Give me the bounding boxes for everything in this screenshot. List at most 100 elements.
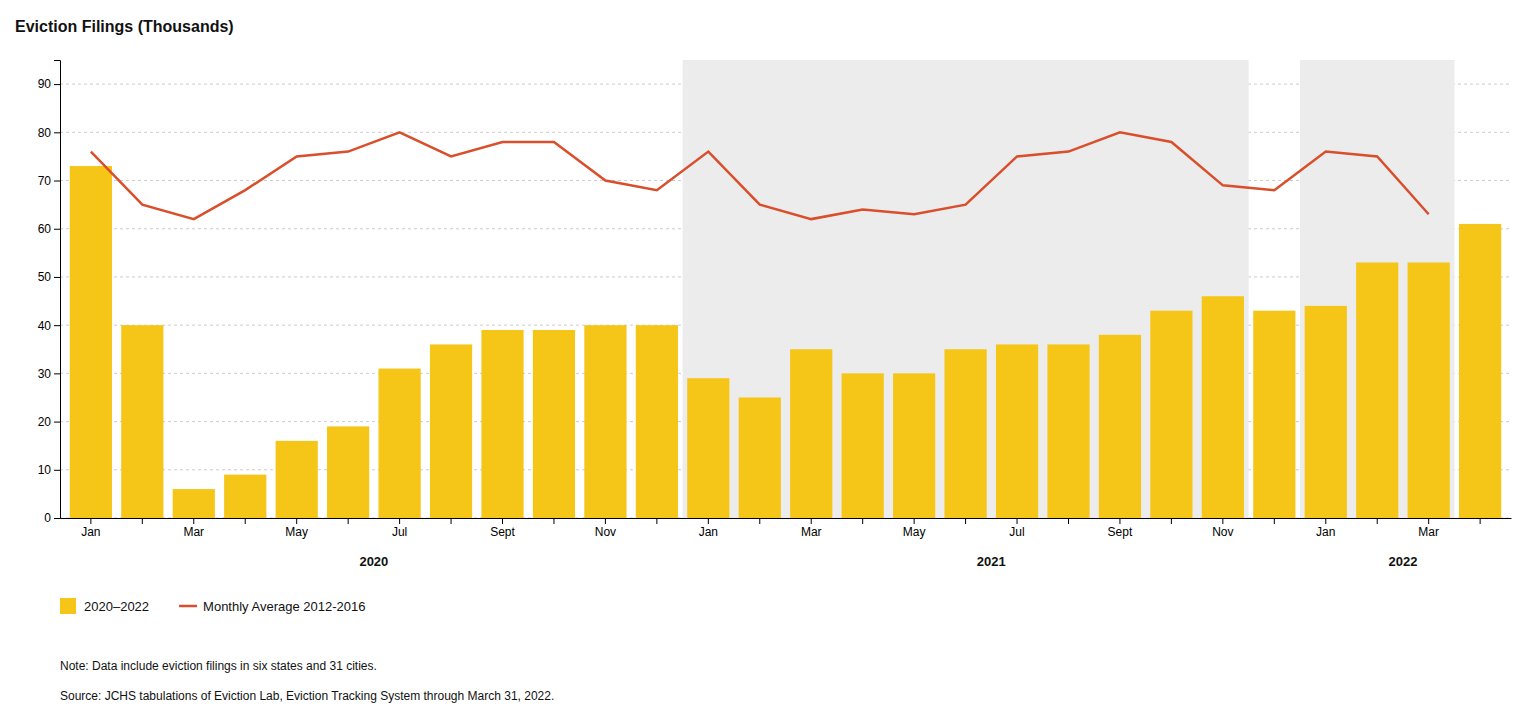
tick-mark [656,518,657,524]
tick [1377,518,1378,524]
tick: Nov [595,518,616,539]
tick-mark [54,518,60,519]
axis-line [61,518,1512,519]
tick-mark [245,518,246,524]
tick-mark [1377,518,1378,524]
tick-mark [1119,518,1120,524]
bar [1202,296,1244,518]
tick-label: 40 [38,318,52,332]
title: Eviction Filings (Thousands) [15,18,234,35]
bar [996,344,1038,518]
tick: Mar [801,518,822,539]
tick-mark [1222,518,1223,524]
tick-label: Mar [183,525,204,539]
tick-label: Mar [801,525,822,539]
tick-mark [54,277,60,278]
y-axis: 0 10 20 30 40 50 60 70 80 90 [38,61,61,526]
x-axis: JanMarMayJulSeptNovJanMarMayJulSeptNovJa… [61,518,1512,539]
tick-label: 50 [38,270,52,284]
tick: 20 [38,415,60,429]
tick [1480,518,1481,524]
bar [1150,311,1192,518]
tick: 90 [38,77,60,91]
tick: 80 [38,126,60,140]
tick-mark [193,518,194,524]
tick-label: 70 [38,174,52,188]
bar [70,166,112,518]
tick [142,518,143,524]
tick-mark [142,518,143,524]
tick-mark [54,84,60,85]
bar [636,325,678,518]
annotation: 2022 [1388,554,1417,569]
plot: 0 10 20 30 40 50 60 70 80 90 Jan Mar May Jul Sept Nov Ja… [38,60,1512,569]
tick-mark [1480,518,1481,524]
tick-mark [1017,518,1018,524]
tick: Jul [1009,518,1024,539]
tick [1274,518,1275,524]
tick-mark [862,518,863,524]
tick-label: 30 [38,367,52,381]
tick-mark [1428,518,1429,524]
tick-label: 0 [44,511,51,525]
tick: 70 [38,174,60,188]
legend-item: 2020–2022 [60,598,149,614]
tick-label: May [903,525,926,539]
bar [1356,262,1398,518]
tick-mark [759,518,760,524]
bar [430,344,472,518]
tick-mark [965,518,966,524]
tick: 10 [38,463,60,477]
legend-item: Monthly Average 2012-2016 [179,599,365,614]
tick-label: Jan [699,525,718,539]
tick: 40 [38,318,60,332]
tick [245,518,246,524]
tick-mark [708,518,709,524]
bar [378,369,420,518]
tick-label: Jan [1316,525,1335,539]
tick: Jul [392,518,407,539]
tick-label: Mar [1418,525,1439,539]
bar [842,373,884,518]
tick [862,518,863,524]
tick-mark [811,518,812,524]
tick [1068,518,1069,524]
tick-mark [54,132,60,133]
tick: 60 [38,222,60,236]
tick: 0 [44,511,60,525]
tick-mark [399,518,400,524]
tick [759,518,760,524]
legend: 2020–2022 Monthly Average 2012-2016 [60,598,365,614]
bar [739,397,781,518]
bar [687,378,729,518]
tick-label: Nov [595,525,616,539]
legend-label: Monthly Average 2012-2016 [203,599,365,614]
legend-swatch [179,605,197,608]
tick-label: 80 [38,126,52,140]
bar [790,349,832,518]
tick-label: Jan [81,525,100,539]
tick-mark [54,373,60,374]
tick: 50 [38,270,60,284]
tick-mark [914,518,915,524]
marks [70,60,1501,518]
tick: Mar [1418,518,1439,539]
tick: May [903,518,926,539]
bar [1253,311,1295,518]
bar [1099,335,1141,518]
tick: Jan [699,518,718,539]
tick-label: 60 [38,222,52,236]
bar [121,325,163,518]
tick [656,518,657,524]
tick-label: Jul [1009,525,1024,539]
bar [1047,344,1089,518]
tick-mark [348,518,349,524]
tick: Sept [490,518,515,539]
bar [1408,262,1450,518]
tick [1171,518,1172,524]
bar [173,489,215,518]
tick-mark [1325,518,1326,524]
bar [944,349,986,518]
tick-mark [451,518,452,524]
axis-line [54,61,61,519]
